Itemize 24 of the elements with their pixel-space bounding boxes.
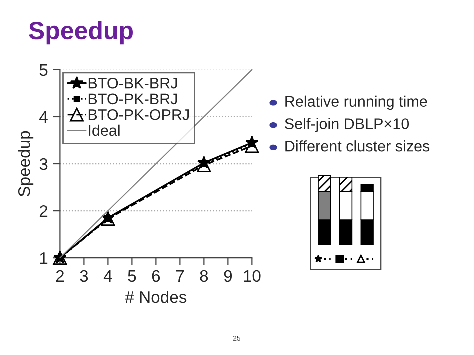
text: Relative running time: [286, 96, 428, 110]
x-axis-title: # Nodes: [125, 290, 187, 304]
y-tick-label: 3: [40, 158, 48, 170]
text: Self-join DBLP×10: [285, 118, 410, 132]
x-tick-label: 4: [104, 270, 112, 282]
x-tick-label: 8: [200, 270, 208, 282]
y-tick-label: 1: [40, 252, 48, 264]
y-tick-label: 2: [40, 205, 48, 218]
y-tick-label: 5: [40, 64, 48, 76]
x-tick-label: 2: [56, 270, 64, 282]
x-tick-label: 7: [176, 270, 184, 282]
x-tick-label: 10: [244, 270, 261, 282]
legend-label: BTO-BK-BRJ: [88, 78, 178, 89]
x-tick-label: 6: [152, 270, 160, 282]
y-tick-label: 4: [40, 112, 48, 124]
x-tick-label: 5: [128, 270, 136, 282]
y-axis-title: Speedup: [18, 131, 34, 197]
x-tick-label: 3: [80, 270, 88, 282]
legend-label: Ideal: [89, 124, 120, 136]
x-tick-label: 9: [224, 270, 232, 282]
legend-label: BTO-PK-OPRJ: [88, 110, 190, 120]
legend-label: BTO-PK-BRJ: [88, 94, 178, 105]
text: Different cluster sizes: [286, 140, 430, 152]
chart-title: Speedup: [29, 21, 133, 45]
